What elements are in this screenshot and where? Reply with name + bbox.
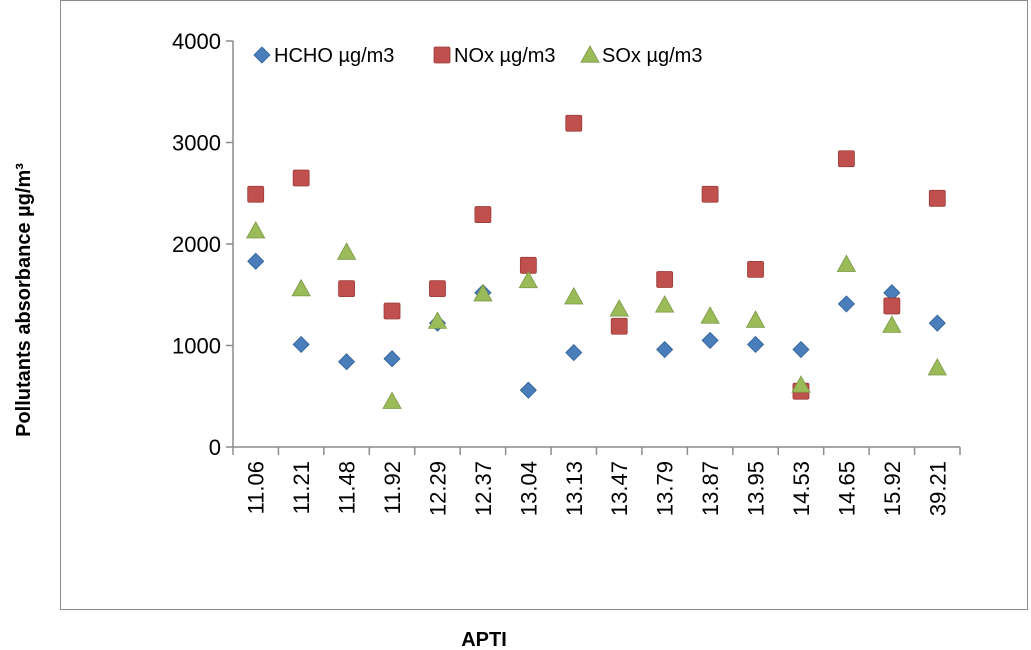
x-tick-label: 13.79 [653,461,678,516]
chart-area [60,0,1028,610]
x-axis-title: APTI [461,629,507,650]
legend-marker [580,45,600,63]
legend-marker [433,46,451,64]
x-tick-label: 14.65 [834,461,859,516]
data-point [246,220,266,239]
data-point [564,286,584,305]
plot-series [246,114,947,409]
data-point [928,189,946,207]
data-point [427,311,448,329]
legend-label: SOx µg/m3 [602,45,702,67]
data-point [745,310,766,328]
x-tick-label: 11.21 [289,461,314,514]
data-point [701,185,719,203]
data-point [792,340,810,359]
data-point [700,306,720,324]
data-point [338,280,355,298]
data-point [928,314,946,332]
data-point [610,317,628,335]
data-point [291,278,311,297]
x-tick-label: 13.47 [607,461,632,516]
data-point [701,331,719,349]
y-tick-label: 1000 [172,334,221,359]
data-point [292,169,310,187]
data-point [654,295,675,313]
y-tick-label: 2000 [172,232,221,257]
data-point [927,358,947,376]
legend-label: NOx µg/m3 [454,45,556,67]
series-2 [246,220,947,409]
y-axis-title: Pollutants absorbance µg/m³ [13,163,35,437]
data-point [382,391,402,409]
x-tick-label: 15.92 [880,461,905,516]
legend-label: HCHO µg/m3 [274,45,394,67]
data-point [518,270,539,289]
data-point [656,340,674,359]
data-point [609,299,629,317]
data-point [336,242,357,260]
data-point [383,350,401,368]
data-point [883,297,901,315]
data-point [474,206,492,223]
data-point [338,353,356,371]
data-point [247,185,265,203]
data-point [565,114,583,132]
series-0 [247,252,946,399]
legend-marker [253,46,271,64]
data-point [836,254,857,272]
data-point [383,302,401,320]
data-point [429,280,446,298]
data-point [837,295,855,313]
data-point [473,283,493,302]
y-tick-label: 3000 [172,131,221,156]
data-point [292,335,310,354]
x-tick-label: 11.48 [335,461,360,514]
data-point [838,150,855,168]
y-axis: 0 1000 2000 3000 4000 [172,29,234,460]
x-tick-label: 39.21 [925,461,950,516]
data-point [882,315,902,333]
x-tick-label: 13.04 [516,461,541,516]
legend-item: HCHO µg/m3 [253,45,394,67]
x-tick-label: 12.37 [471,461,496,516]
data-point [746,335,765,354]
x-tick-label: 13.87 [698,461,723,516]
data-point [656,271,674,288]
y-tick-label: 4000 [172,29,221,54]
legend-item: NOx µg/m3 [433,45,556,67]
data-point [519,381,537,399]
x-tick-label: 13.95 [744,461,769,516]
data-point [247,252,265,270]
x-tick-label: 14.53 [789,461,814,516]
legend-item: SOx µg/m3 [580,45,702,67]
data-point [791,375,811,393]
x-axis: 11.06 11.21 11.48 11.92 12.29 12.37 13.04 13.13… [232,446,961,516]
x-tick-label: 11.92 [380,461,405,514]
x-tick-label: 11.06 [244,461,269,514]
y-tick-label: 0 [209,435,221,460]
data-point [747,260,764,278]
legend: HCHO µg/m3 NOx µg/m3 SOx µg/m3 [253,45,702,67]
x-tick-label: 12.29 [425,461,450,516]
x-tick-label: 13.13 [562,461,587,516]
data-point [565,344,583,362]
